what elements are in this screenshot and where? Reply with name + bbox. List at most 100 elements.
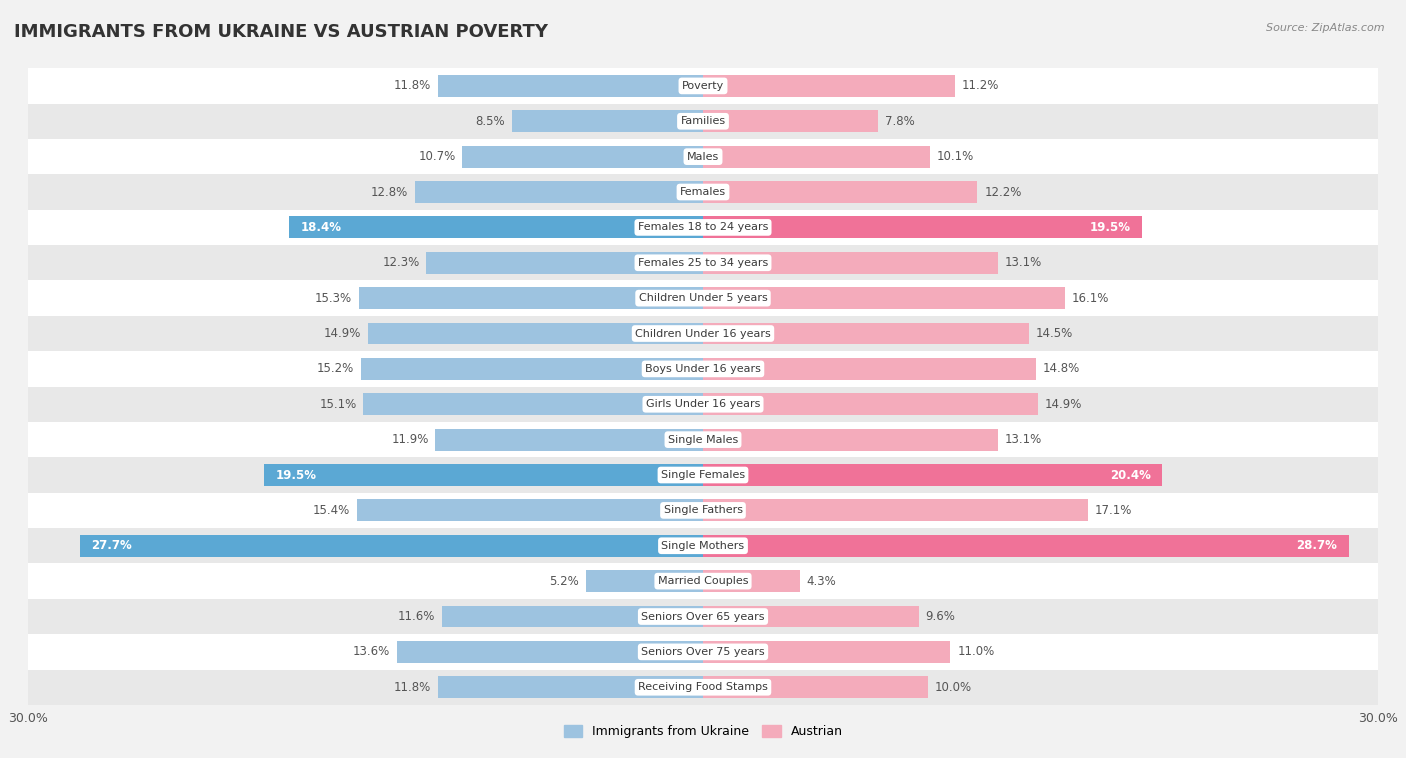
Text: 11.2%: 11.2% — [962, 80, 1000, 92]
Text: 11.8%: 11.8% — [394, 80, 430, 92]
Bar — [426, 252, 703, 274]
Bar — [703, 464, 1161, 486]
Text: Single Mothers: Single Mothers — [661, 540, 745, 551]
Bar — [361, 358, 703, 380]
Bar — [28, 351, 1378, 387]
Bar — [28, 104, 1378, 139]
Text: 15.3%: 15.3% — [315, 292, 352, 305]
Text: Single Fathers: Single Fathers — [664, 506, 742, 515]
Bar — [28, 210, 1378, 245]
Text: Poverty: Poverty — [682, 81, 724, 91]
Bar — [28, 669, 1378, 705]
Text: 14.8%: 14.8% — [1043, 362, 1080, 375]
Bar — [441, 606, 703, 628]
Bar — [703, 393, 1038, 415]
Text: 15.4%: 15.4% — [312, 504, 350, 517]
Bar — [28, 387, 1378, 422]
Bar — [703, 358, 1036, 380]
Text: 11.0%: 11.0% — [957, 645, 994, 659]
Bar — [703, 146, 931, 168]
Text: 13.1%: 13.1% — [1004, 256, 1042, 269]
Bar — [437, 676, 703, 698]
Bar — [436, 429, 703, 450]
Bar — [703, 676, 928, 698]
Bar — [437, 75, 703, 97]
Bar — [28, 528, 1378, 563]
Bar — [359, 287, 703, 309]
Bar — [357, 500, 703, 522]
Bar — [703, 606, 920, 628]
Text: Seniors Over 75 years: Seniors Over 75 years — [641, 647, 765, 657]
Bar — [28, 457, 1378, 493]
Text: 27.7%: 27.7% — [91, 539, 132, 553]
Text: Females: Females — [681, 187, 725, 197]
Text: 13.6%: 13.6% — [353, 645, 391, 659]
Bar — [703, 570, 800, 592]
Bar — [703, 287, 1066, 309]
Bar — [415, 181, 703, 203]
Bar — [28, 245, 1378, 280]
Text: Single Females: Single Females — [661, 470, 745, 480]
Text: Females 18 to 24 years: Females 18 to 24 years — [638, 222, 768, 233]
Text: 5.2%: 5.2% — [550, 575, 579, 587]
Text: 15.2%: 15.2% — [318, 362, 354, 375]
Text: Married Couples: Married Couples — [658, 576, 748, 586]
Text: 7.8%: 7.8% — [886, 114, 915, 128]
Bar — [703, 252, 998, 274]
Text: 18.4%: 18.4% — [301, 221, 342, 234]
Bar — [28, 280, 1378, 316]
Bar — [28, 599, 1378, 634]
Bar — [28, 174, 1378, 210]
Bar — [28, 316, 1378, 351]
Text: 19.5%: 19.5% — [1090, 221, 1130, 234]
Text: 13.1%: 13.1% — [1004, 433, 1042, 446]
Bar — [28, 139, 1378, 174]
Text: 19.5%: 19.5% — [276, 468, 316, 481]
Text: 14.9%: 14.9% — [1045, 398, 1083, 411]
Text: 10.0%: 10.0% — [935, 681, 972, 694]
Text: Males: Males — [688, 152, 718, 161]
Text: Girls Under 16 years: Girls Under 16 years — [645, 399, 761, 409]
Bar — [363, 393, 703, 415]
Bar — [80, 535, 703, 556]
Text: 10.7%: 10.7% — [419, 150, 456, 163]
Text: Females 25 to 34 years: Females 25 to 34 years — [638, 258, 768, 268]
Text: 14.5%: 14.5% — [1036, 327, 1073, 340]
Bar — [703, 323, 1029, 344]
Bar — [28, 634, 1378, 669]
Text: 28.7%: 28.7% — [1296, 539, 1337, 553]
Bar — [396, 641, 703, 662]
Bar — [703, 535, 1348, 556]
Bar — [368, 323, 703, 344]
Bar — [512, 111, 703, 132]
Text: 16.1%: 16.1% — [1071, 292, 1109, 305]
Bar — [264, 464, 703, 486]
Text: Source: ZipAtlas.com: Source: ZipAtlas.com — [1267, 23, 1385, 33]
Bar — [586, 570, 703, 592]
Bar — [28, 493, 1378, 528]
Bar — [28, 68, 1378, 104]
Text: Receiving Food Stamps: Receiving Food Stamps — [638, 682, 768, 692]
Text: 8.5%: 8.5% — [475, 114, 505, 128]
Text: 15.1%: 15.1% — [319, 398, 357, 411]
Text: 10.1%: 10.1% — [936, 150, 974, 163]
Legend: Immigrants from Ukraine, Austrian: Immigrants from Ukraine, Austrian — [558, 720, 848, 744]
Bar — [290, 217, 703, 238]
Text: 12.3%: 12.3% — [382, 256, 419, 269]
Bar — [703, 75, 955, 97]
Text: Children Under 16 years: Children Under 16 years — [636, 328, 770, 339]
Text: 11.8%: 11.8% — [394, 681, 430, 694]
Bar — [703, 429, 998, 450]
Text: 12.2%: 12.2% — [984, 186, 1022, 199]
Text: Children Under 5 years: Children Under 5 years — [638, 293, 768, 303]
Text: Single Males: Single Males — [668, 434, 738, 445]
Text: 17.1%: 17.1% — [1094, 504, 1132, 517]
Text: 4.3%: 4.3% — [807, 575, 837, 587]
Bar — [703, 111, 879, 132]
Text: 11.6%: 11.6% — [398, 610, 436, 623]
Text: 14.9%: 14.9% — [323, 327, 361, 340]
Text: Families: Families — [681, 116, 725, 127]
Bar — [703, 500, 1088, 522]
Text: Boys Under 16 years: Boys Under 16 years — [645, 364, 761, 374]
Bar — [703, 181, 977, 203]
